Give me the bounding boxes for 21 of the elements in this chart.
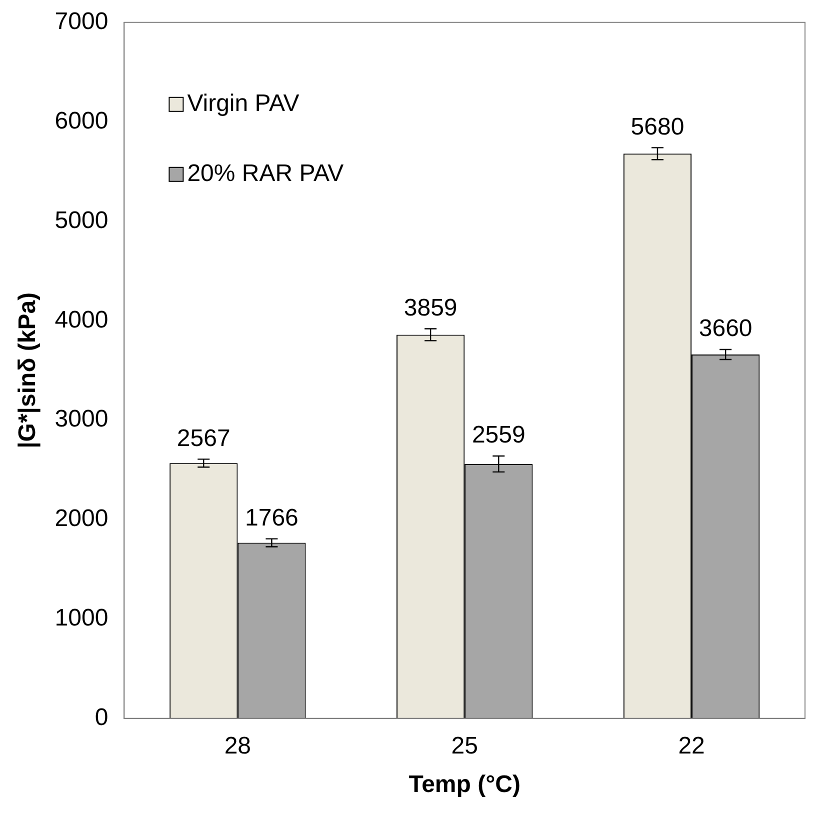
legend-label: Virgin PAV	[187, 90, 300, 118]
data-label: 1766	[245, 504, 298, 532]
y-tick-label: 0	[94, 704, 108, 732]
y-tick-label: 3000	[54, 406, 108, 433]
y-tick-label: 6000	[54, 107, 108, 134]
y-tick-label: 5000	[54, 206, 108, 234]
data-label: 2567	[176, 424, 230, 452]
x-axis-title: Temp (°C)	[408, 771, 520, 798]
y-tick-label: 1000	[54, 604, 108, 632]
x-tick-label: 28	[224, 732, 252, 760]
data-label: 3660	[698, 315, 752, 342]
y-tick-label: 4000	[54, 306, 108, 334]
x-tick-label: 22	[678, 732, 705, 760]
y-axis-title: |G*|sinδ (kPa)	[14, 292, 42, 448]
data-label: 5680	[630, 113, 684, 140]
y-tick-label: 7000	[54, 8, 108, 36]
data-label: 3859	[404, 294, 458, 322]
x-tick-label: 25	[451, 732, 478, 760]
y-tick-label: 2000	[54, 505, 108, 532]
legend-label: 20% RAR PAV	[187, 160, 344, 188]
data-label: 2559	[472, 422, 526, 449]
